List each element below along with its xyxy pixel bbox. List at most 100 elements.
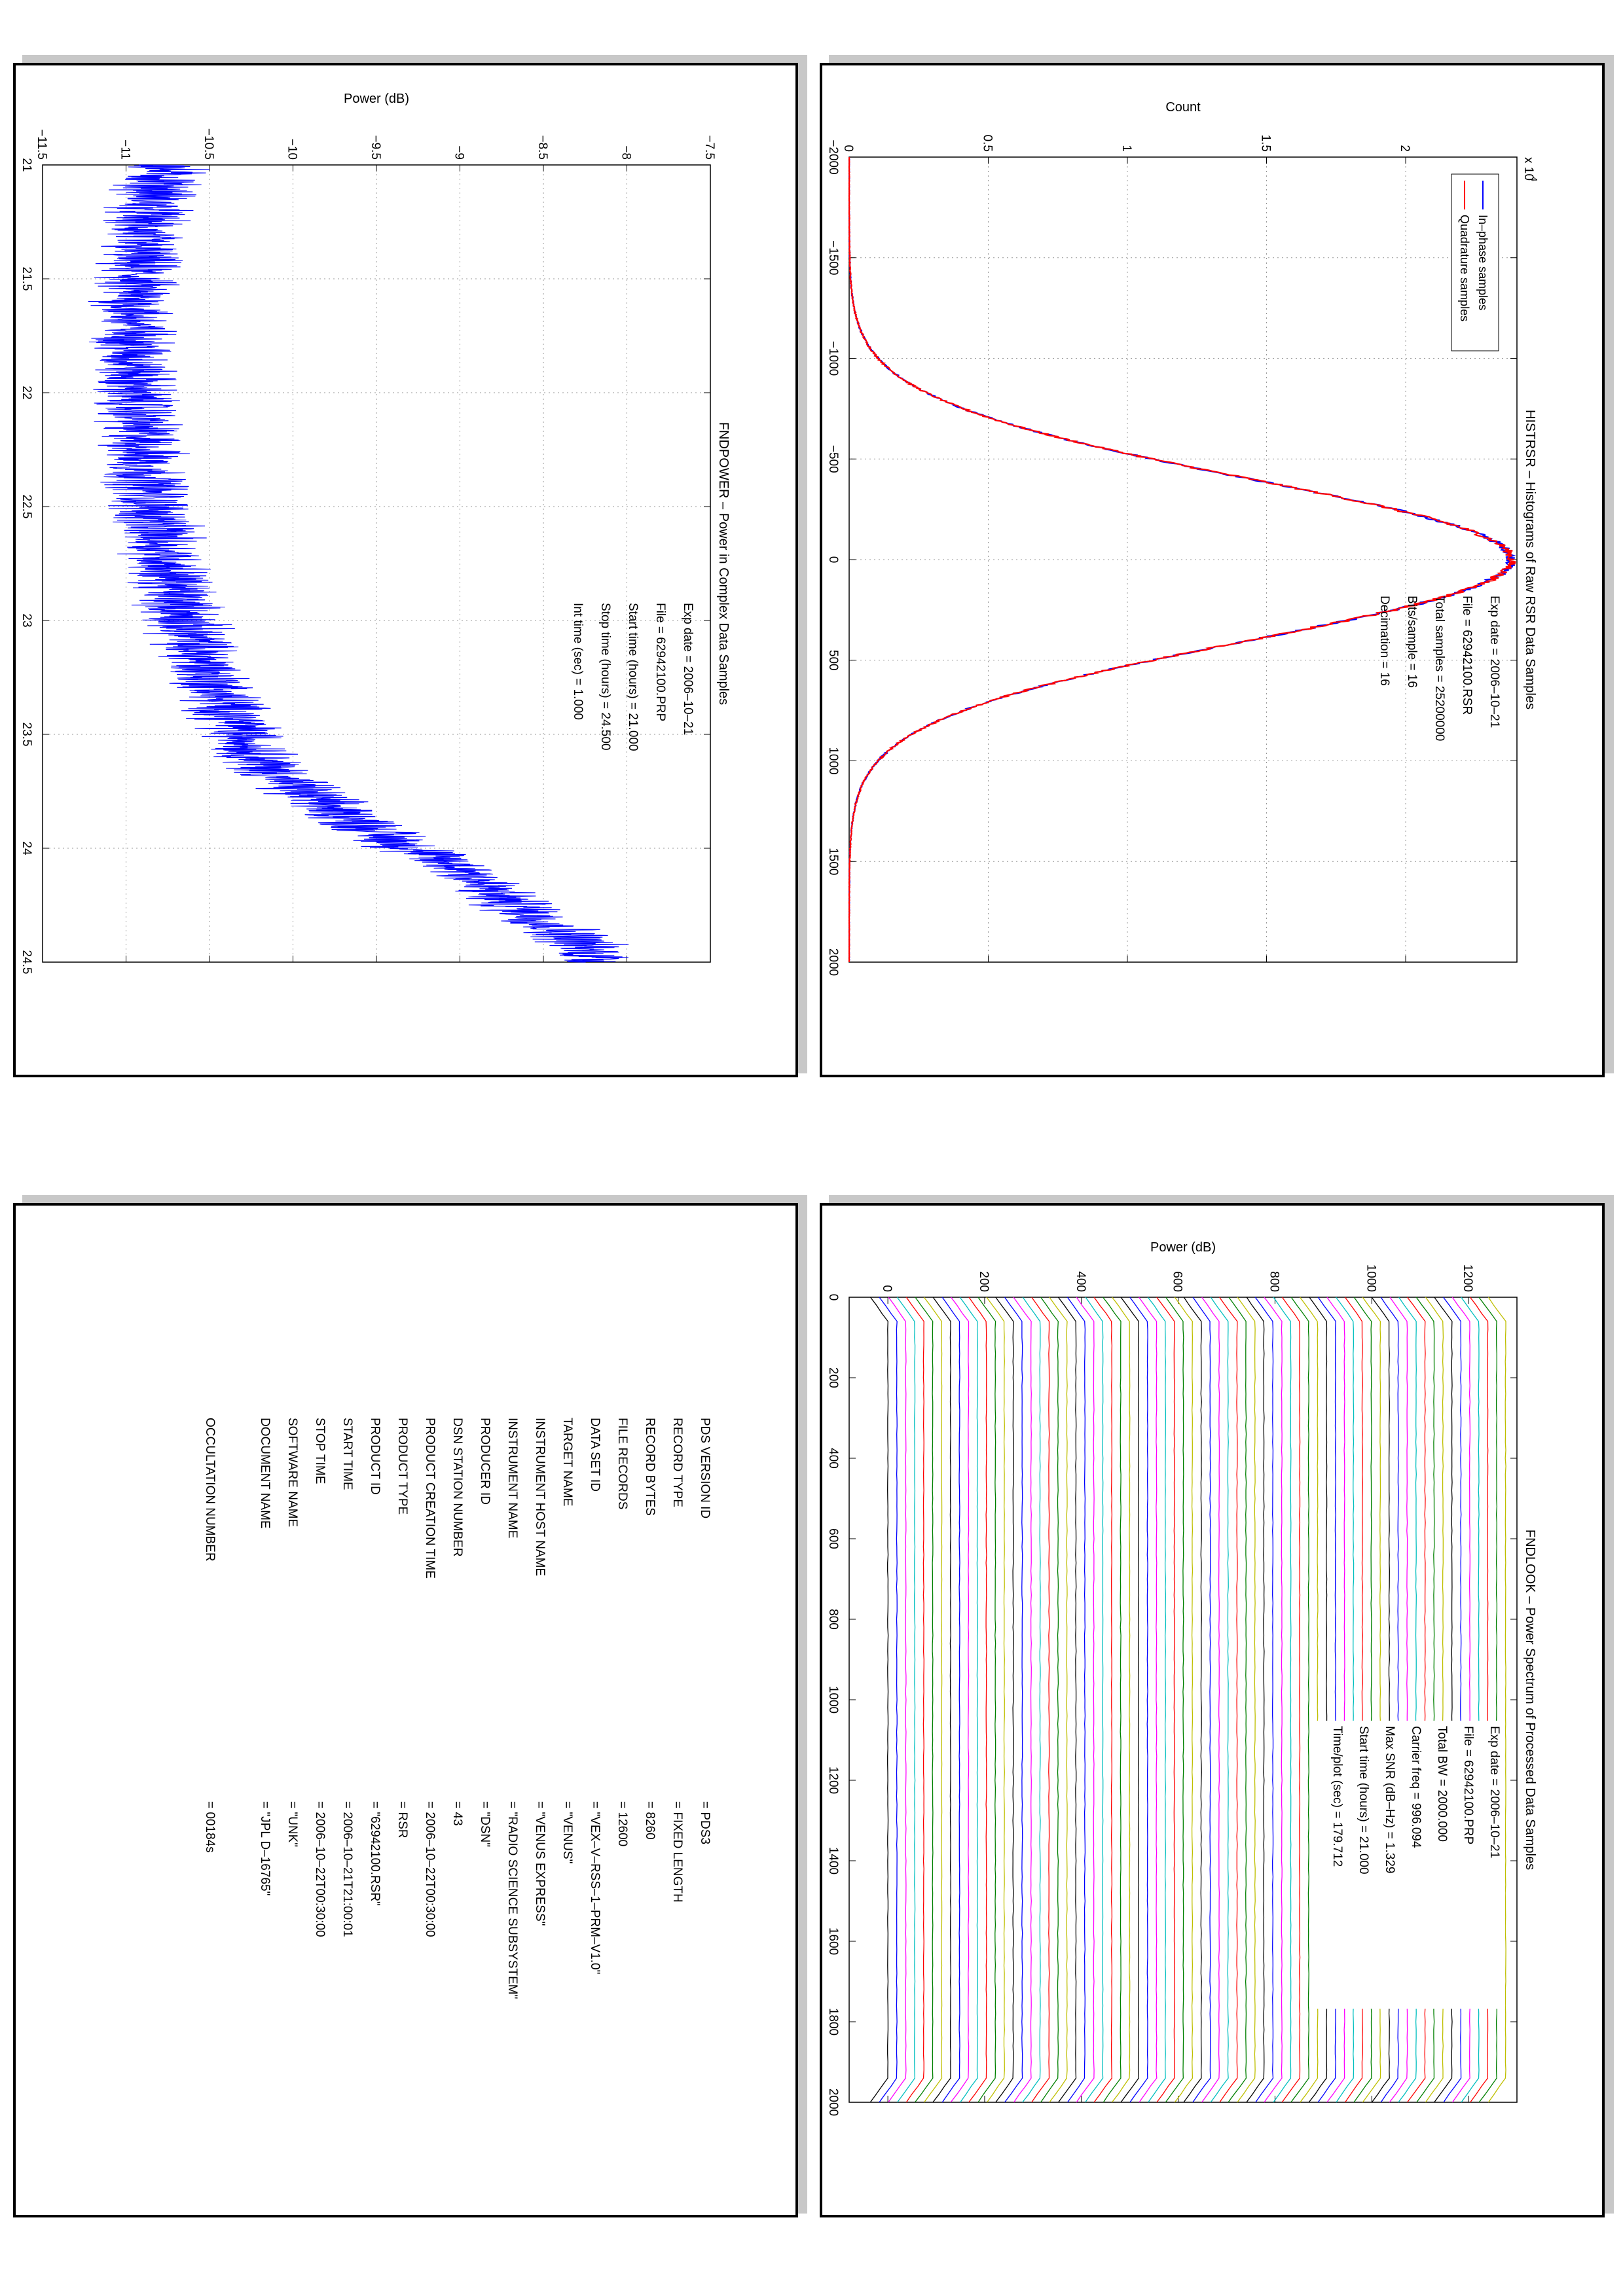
legend-entry: In–phase samples <box>1476 215 1489 310</box>
x-tick-label: 1200 <box>826 1767 840 1794</box>
y-axis-label: Power (dB) <box>1150 1240 1216 1255</box>
info-line: Exp date = 2006–10–21 <box>1487 596 1501 728</box>
spectrum-series-line <box>1147 1297 1167 2103</box>
spectrum-series-line <box>1174 1297 1194 2103</box>
label-key: SOFTWARE NAME <box>285 1418 299 1528</box>
label-key: DOCUMENT NAME <box>258 1418 272 1529</box>
label-value: = 2006–10–22T00:30:00 <box>423 1801 437 1937</box>
label-row: OCCULTATION NUMBER = 00184s <box>197 1418 217 2138</box>
info-backdrop <box>1315 1721 1505 2009</box>
x-tick-label: 1000 <box>826 747 840 774</box>
info-line: Int time (sec) = 1.000 <box>571 603 585 720</box>
x-tick-label: 500 <box>826 650 840 671</box>
spectrum-series-line <box>1228 1297 1247 2103</box>
spectrum-series-line <box>1120 1297 1140 2103</box>
x-tick-label: −1000 <box>826 341 840 376</box>
label-value: = 2006–10–22T00:30:00 <box>313 1801 327 1937</box>
label-value: = "62942100.RSR" <box>368 1801 382 1906</box>
spectrum-series-line <box>905 1297 924 2103</box>
label-row: PRODUCER ID = "DSN" <box>472 1418 492 2138</box>
label-key: FILE RECORDS <box>615 1418 629 1510</box>
spectrum-series-line <box>869 1297 889 2103</box>
spectrum-series-line <box>1264 1297 1283 2103</box>
label-row: FILE RECORDS = 12600 <box>610 1418 629 2138</box>
x-tick-label: 21.5 <box>20 267 33 291</box>
y-tick-label: 800 <box>1267 1271 1281 1292</box>
histogram-plot-area: −2000 −1500 −1000 −500 0 500 1000 1500 2000 0 0.5 1… <box>808 65 1603 1076</box>
spectrum-series-line <box>923 1297 943 2103</box>
label-value: = "JPL D–16765" <box>258 1801 272 1896</box>
label-key: INSTRUMENT HOST NAME <box>533 1418 547 1577</box>
x-tick-label: 1400 <box>826 1847 840 1874</box>
y-axis-label: Count <box>1165 100 1201 115</box>
info-line: Start time (hours) = 21.000 <box>1357 1726 1370 1874</box>
spectrum-series-line <box>1129 1297 1148 2103</box>
spectrum-series-line <box>1219 1297 1238 2103</box>
spectrum-series-line <box>1210 1297 1229 2103</box>
label-key: OCCULTATION NUMBER <box>203 1418 217 1562</box>
label-row: DOCUMENT NAME = "JPL D–16765" <box>252 1418 272 2138</box>
spectrum-series-line <box>1237 1297 1256 2103</box>
power-plot-area: 21 21.5 22 22.5 23 23.5 24 24.5 −11.5 −11 −10.5 −10… <box>1 65 797 1076</box>
label-row: INSTRUMENT HOST NAME = "VENUS EXPRESS" <box>527 1418 547 2138</box>
label-value: = FIXED LENGTH <box>670 1801 684 1903</box>
legend-box <box>1451 173 1499 351</box>
x-tick-label: 1800 <box>826 2008 840 2036</box>
power-chart: 21 21.5 22 22.5 23 23.5 24 24.5 −11.5 −11 −10.5 −10… <box>1 92 731 975</box>
spectrum-series-line <box>914 1297 934 2103</box>
x-tick-label: 23 <box>20 613 33 627</box>
spectrum-series-line <box>888 1297 907 2103</box>
spectrum-series-line <box>1201 1297 1220 2103</box>
info-line: Max SNR (dB–Hz) = 1.329 <box>1383 1726 1396 1873</box>
label-key: DATA SET ID <box>588 1418 602 1492</box>
spectrum-series-line <box>950 1297 970 2103</box>
y-tick-label: 2 <box>1398 145 1412 152</box>
y-tick-label: −7.5 <box>702 135 716 160</box>
histogram-chart: −2000 −1500 −1000 −500 0 500 1000 1500 2000 0 0.5 1… <box>808 100 1539 976</box>
spectrum-series-line <box>1067 1297 1086 2103</box>
x-tick-label: 400 <box>826 1448 840 1469</box>
spectrum-series-line <box>1254 1297 1274 2103</box>
label-key: RECORD BYTES <box>643 1418 657 1516</box>
label-value: = 8260 <box>643 1801 657 1840</box>
label-key: PDS VERSION ID <box>698 1418 712 1519</box>
info-line: File = 62942100.PRP <box>1461 1726 1475 1844</box>
power-panel: 21 21.5 22 22.5 23 23.5 24 24.5 −11.5 −11 −10.5 −10… <box>1 63 798 1077</box>
y-tick-label: −8 <box>619 145 633 160</box>
x-tick-label: 200 <box>826 1367 840 1388</box>
label-row: SOFTWARE NAME = "UNK" <box>280 1418 299 2138</box>
label-value: = "VEX–V–RSS–1–PRM–V1.0" <box>588 1801 602 1975</box>
x-tick-label: 21 <box>20 158 33 171</box>
histogram-panel: −2000 −1500 −1000 −500 0 500 1000 1500 2000 0 0.5 1… <box>808 63 1605 1077</box>
x-tick-label: 800 <box>826 1609 840 1630</box>
spectrum-series-line <box>1049 1297 1068 2103</box>
y-tick-label: 400 <box>1074 1271 1087 1292</box>
y-tick-label: 1.5 <box>1259 135 1273 152</box>
spectrum-series-line <box>1183 1297 1202 2103</box>
x-tick-label: −500 <box>826 445 840 473</box>
spectrum-series-line <box>1165 1297 1184 2103</box>
label-row: RECORD BYTES = 8260 <box>637 1418 657 2138</box>
y-tick-label: −11.5 <box>35 129 48 160</box>
spectrum-panel: 0 200 400 600 800 1000 1200 1400 1600 1800 2000 0 20… <box>808 1203 1605 2217</box>
spectrum-series-line <box>1273 1297 1292 2103</box>
spectrum-series-line <box>1192 1297 1211 2103</box>
y-tick-label: −10 <box>285 139 299 160</box>
y-tick-label: 200 <box>977 1271 991 1292</box>
info-line: Exp date = 2006–10–21 <box>681 603 695 735</box>
label-key: TARGET NAME <box>560 1418 574 1507</box>
spectrum-series-line <box>1013 1297 1032 2103</box>
spectrum-series-line <box>977 1297 996 2103</box>
spectrum-series-line <box>1093 1297 1113 2103</box>
info-line: Total samples = 25200000 <box>1432 596 1446 741</box>
label-row: DATA SET ID = "VEX–V–RSS–1–PRM–V1.0" <box>582 1418 602 2138</box>
x-tick-label: 600 <box>826 1528 840 1549</box>
label-key: DSN STATION NUMBER <box>450 1418 464 1557</box>
spectrum-series-line <box>932 1297 951 2103</box>
x-tick-label: 24 <box>20 841 33 855</box>
x-tick-label: 24.5 <box>20 950 33 975</box>
pds-label-panel: PDS VERSION ID = PDS3 RECORD TYPE = FIXED L… <box>13 1203 798 2217</box>
info-line: Total BW = 2000.000 <box>1435 1726 1449 1842</box>
y-exponent-label: x 10 <box>1522 157 1535 181</box>
y-tick-label: 1200 <box>1461 1265 1474 1292</box>
